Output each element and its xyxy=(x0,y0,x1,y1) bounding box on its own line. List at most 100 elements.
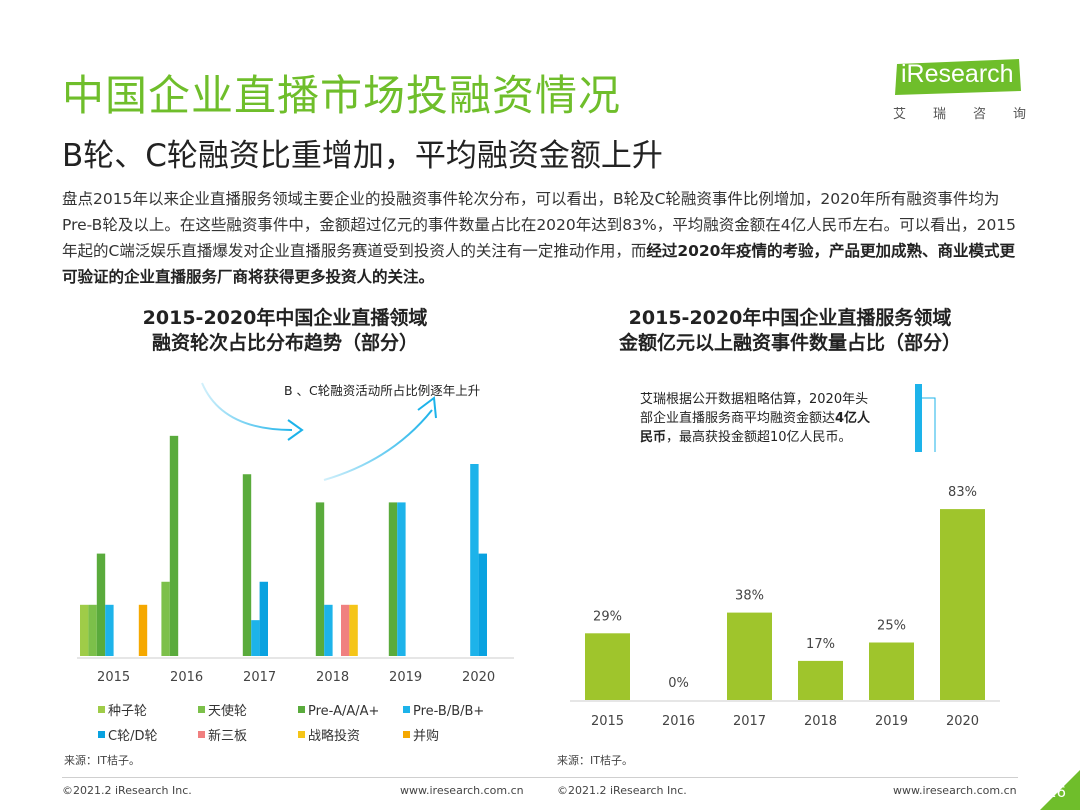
trend-arrow-2 xyxy=(323,409,433,481)
legend-label: C轮/D轮 xyxy=(108,729,157,744)
right-annotation-bold-2: 民币 xyxy=(640,430,666,445)
left-bar-chart: B 、C轮融资活动所占比例逐年上升 2015 2016 2017 2018 2019 20… xyxy=(64,382,514,767)
page-subtitle: B轮、C轮融资比重增加，平均融资金额上升 xyxy=(62,138,663,174)
left-bar xyxy=(80,604,89,656)
legend-label: 新三板 xyxy=(208,728,247,744)
logo-char: 瑞 xyxy=(932,107,946,122)
legend-label: 种子轮 xyxy=(108,704,147,719)
trend-arrow-1-head xyxy=(287,419,304,441)
footer-copyright-left: ©2021.2 iResearch Inc. xyxy=(62,784,192,797)
body-text-normal: 盘点2015年以来企业直播服务领域主要企业的投融资事件轮次分布，可以看出，B轮及… xyxy=(62,190,1017,260)
footer-url-right: www.iresearch.com.cn xyxy=(893,784,1017,797)
legend-swatch xyxy=(98,731,105,738)
right-chart-title-line-2: 金额亿元以上融资事件数量占比（部分） xyxy=(618,332,961,354)
left-bar xyxy=(251,620,260,656)
legend-label: Pre-A/A/A+ xyxy=(308,704,379,719)
right-bar xyxy=(727,612,772,700)
left-x-tick: 2016 xyxy=(170,670,203,685)
left-chart-title: 2015-2020年中国企业直播领域 融资轮次占比分布趋势（部分） xyxy=(95,306,475,356)
trend-annotation-text: B 、C轮融资活动所占比例逐年上升 xyxy=(284,383,480,398)
legend-swatch xyxy=(198,706,205,713)
right-x-tick-labels: 2015 2016 2017 2018 2019 2020 xyxy=(591,714,979,729)
left-x-tick-labels: 2015 2016 2017 2018 2019 2020 xyxy=(97,670,495,685)
right-bar-chart: 艾瑞根据公开数据粗略估算，2020年头 部企业直播服务商平均融资金额达4亿人 民… xyxy=(557,384,1000,767)
legend-label: 天使轮 xyxy=(208,703,247,719)
left-bar xyxy=(315,502,325,656)
logo-char: 艾 xyxy=(893,107,907,122)
left-bar xyxy=(259,581,268,656)
trend-arrow-1 xyxy=(201,382,293,431)
legend-swatch xyxy=(198,731,205,738)
left-bar xyxy=(161,581,170,656)
right-bars-group: 29% 0% 38% 17% 25% 83% xyxy=(585,485,985,700)
legend-swatch xyxy=(298,706,305,713)
logo-char: 询 xyxy=(1012,107,1026,122)
right-data-label: 83% xyxy=(948,485,977,500)
left-bar xyxy=(96,553,106,656)
right-x-tick: 2020 xyxy=(946,714,979,729)
legend-swatch xyxy=(98,706,105,713)
right-annotation-line-3: 民币，最高获投金额超10亿人民币。 xyxy=(640,429,852,445)
left-bar xyxy=(341,604,350,656)
right-annotation: 艾瑞根据公开数据粗略估算，2020年头 部企业直播服务商平均融资金额达4亿人 民… xyxy=(640,384,936,452)
right-bar xyxy=(798,660,843,700)
footer-divider xyxy=(62,777,1018,778)
left-bar xyxy=(138,604,148,656)
left-x-tick: 2020 xyxy=(462,670,495,685)
right-chart-title: 2015-2020年中国企业直播服务领域 金额亿元以上融资事件数量占比（部分） xyxy=(595,306,985,356)
right-annotation-line-1: 艾瑞根据公开数据粗略估算，2020年头 xyxy=(640,391,868,407)
left-bar xyxy=(88,604,97,656)
trend-arrow-2-head xyxy=(417,396,437,419)
legend-swatch xyxy=(403,731,410,738)
right-x-tick: 2016 xyxy=(662,714,695,729)
footer-url-left: www.iresearch.com.cn xyxy=(400,784,524,797)
left-bar xyxy=(397,502,406,656)
logo-brand-text: iResearch xyxy=(901,60,1014,88)
logo-subtext: 艾 瑞 咨 询 xyxy=(893,103,1026,122)
footer-copyright-right: ©2021.2 iResearch Inc. xyxy=(557,784,687,797)
legend-label: Pre-B/B/B+ xyxy=(413,704,484,719)
legend-swatch xyxy=(403,706,410,713)
left-chart-title-line-2: 融资轮次占比分布趋势（部分） xyxy=(151,332,418,354)
right-data-label: 0% xyxy=(668,676,689,691)
logo-badge xyxy=(895,59,1021,95)
left-bar xyxy=(478,553,487,656)
left-bar xyxy=(105,604,114,656)
page-number: 16 xyxy=(1047,783,1067,801)
page-title: 中国企业直播市场投融资情况 xyxy=(62,71,622,120)
right-annotation-bold: 4亿人 xyxy=(835,410,871,426)
logo-char: 咨 xyxy=(972,107,986,122)
left-x-tick: 2018 xyxy=(316,670,349,685)
body-paragraph: 盘点2015年以来企业直播服务领域主要企业的投融资事件轮次分布，可以看出，B轮及… xyxy=(62,186,1022,290)
iresearch-logo: iResearch 艾 瑞 咨 询 xyxy=(893,58,1028,128)
left-bar xyxy=(349,604,358,656)
right-x-tick: 2015 xyxy=(591,714,624,729)
left-bar xyxy=(470,464,479,656)
right-annotation-line-2: 部企业直播服务商平均融资金额达4亿人 xyxy=(640,410,871,426)
left-x-tick: 2015 xyxy=(97,670,130,685)
right-chart-title-line-1: 2015-2020年中国企业直播服务领域 xyxy=(628,307,952,329)
left-chart-title-line-1: 2015-2020年中国企业直播领域 xyxy=(142,307,428,329)
page-number-badge xyxy=(1040,770,1080,810)
left-x-tick: 2017 xyxy=(243,670,276,685)
legend-label: 战略投资 xyxy=(308,728,360,744)
right-data-label: 25% xyxy=(877,619,906,634)
right-x-tick: 2019 xyxy=(875,714,908,729)
left-bar xyxy=(242,474,252,656)
body-text-bold: 经过2020年疫情的考验，产品更加成熟、商业模式更可验证的企业直播服务厂商将获得… xyxy=(62,242,1015,286)
right-bar xyxy=(940,509,985,700)
legend-swatch xyxy=(298,731,305,738)
legend-label: 并购 xyxy=(413,728,439,744)
annotation-connector xyxy=(922,397,936,452)
left-x-tick: 2019 xyxy=(389,670,422,685)
right-data-label: 17% xyxy=(806,637,835,652)
right-bar xyxy=(869,642,914,700)
left-legend: 种子轮 天使轮 Pre-A/A/A+ Pre-B/B/B+ C轮/D轮 新三板 战略投资 并购 xyxy=(98,703,484,744)
right-x-tick: 2018 xyxy=(804,714,837,729)
left-bar xyxy=(324,604,333,656)
left-source: 来源：IT桔子。 xyxy=(64,753,140,767)
left-bars-group xyxy=(80,435,487,656)
right-data-label: 29% xyxy=(593,609,622,624)
right-source: 来源：IT桔子。 xyxy=(557,753,633,767)
left-trend-annotation: B 、C轮融资活动所占比例逐年上升 xyxy=(201,382,480,481)
